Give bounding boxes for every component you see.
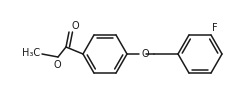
Text: F: F	[212, 23, 218, 33]
Text: O: O	[53, 60, 61, 70]
Text: O: O	[142, 49, 150, 59]
Text: O: O	[71, 21, 79, 31]
Text: H₃C: H₃C	[22, 48, 40, 58]
